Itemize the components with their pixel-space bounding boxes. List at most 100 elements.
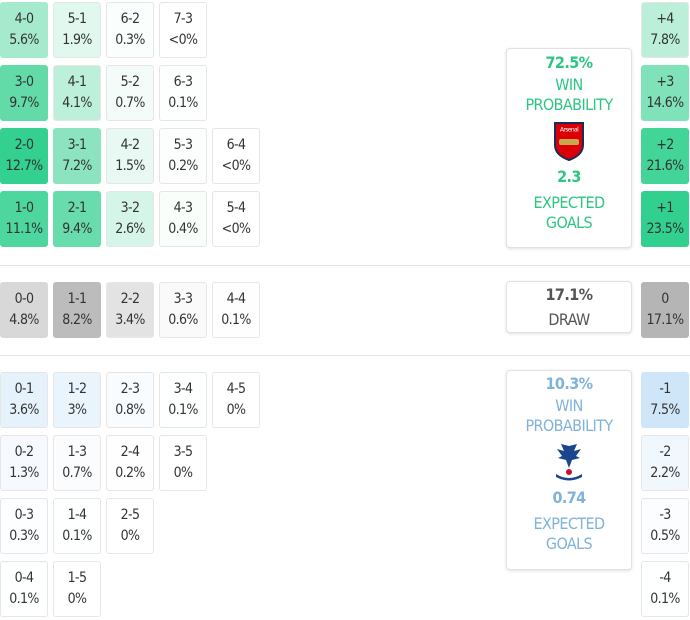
probability: 0.6% xyxy=(168,312,198,328)
scoreline: 1-4 xyxy=(67,507,87,523)
scoreline: 4-0 xyxy=(14,11,34,27)
goals-label: GOALS xyxy=(545,534,593,553)
away-scoreline-cell: 1-2 3% xyxy=(53,372,101,428)
home-scoreline-cell: 2-0 12.7% xyxy=(0,128,48,184)
home-scoreline-cell: 4-3 0.4% xyxy=(159,191,207,247)
scoreline: 4-3 xyxy=(173,200,193,216)
scoreline: 5-2 xyxy=(120,74,140,90)
probability: 0.1% xyxy=(9,591,39,607)
scoreline: 7-3 xyxy=(173,11,193,27)
probability: 8.2% xyxy=(62,312,92,328)
away-scoreline-cell: 1-4 0.1% xyxy=(53,498,101,554)
scoreline: 2-4 xyxy=(120,444,140,460)
scoreline: 4-2 xyxy=(120,137,140,153)
win-label: WIN xyxy=(555,75,583,94)
probability: 0.5% xyxy=(650,528,680,544)
scoreline: 6-3 xyxy=(173,74,193,90)
away-scoreline-cell: 0-1 3.6% xyxy=(0,372,48,428)
svg-text:Arsenal: Arsenal xyxy=(560,127,579,134)
scoreline: -3 xyxy=(659,507,671,523)
draw-scoreline-cell: 1-1 8.2% xyxy=(53,282,101,338)
away-summary-card: 10.3% WIN PROBABILITY 0.74 EXPECTED GOAL… xyxy=(506,370,632,570)
scoreline: 0-0 xyxy=(14,291,34,307)
probability: 4.8% xyxy=(9,312,39,328)
probability-label: PROBABILITY xyxy=(525,95,613,114)
crystal-palace-crest-icon xyxy=(556,444,582,481)
probability: 1.3% xyxy=(9,465,39,481)
scoreline: 0-1 xyxy=(14,381,34,397)
away-scoreline-cell: 2-3 0.8% xyxy=(106,372,154,428)
scoreline: 0-4 xyxy=(14,570,34,586)
probability: 3.6% xyxy=(9,402,39,418)
scoreline: 3-5 xyxy=(173,444,193,460)
probability: 2.2% xyxy=(650,465,680,481)
away-expected-goals: 0.74 xyxy=(552,488,586,507)
probability: <0% xyxy=(221,221,251,237)
draw-summary-card: 17.1% DRAW xyxy=(506,281,632,333)
probability: 3.4% xyxy=(115,312,145,328)
away-scoreline-cell: 0-4 0.1% xyxy=(0,561,48,617)
scoreline: -1 xyxy=(659,381,671,397)
divider xyxy=(0,265,690,266)
draw-scoreline-cell: 0 17.1% xyxy=(641,282,689,338)
home-scoreline-cell: 1-0 11.1% xyxy=(0,191,48,247)
away-win-probability: 10.3% xyxy=(545,374,594,393)
scoreline: 4-4 xyxy=(226,291,246,307)
scoreline: 1-3 xyxy=(67,444,87,460)
away-scoreline-cell: -3 0.5% xyxy=(641,498,689,554)
scoreline: 2-3 xyxy=(120,381,140,397)
probability: 0% xyxy=(120,528,140,544)
scoreline: 0-3 xyxy=(14,507,34,523)
away-scoreline-cell: 1-3 0.7% xyxy=(53,435,101,491)
probability: 7.2% xyxy=(62,158,92,174)
home-win-probability: 72.5% xyxy=(545,53,594,72)
probability: 5.6% xyxy=(9,32,39,48)
home-expected-goals: 2.3 xyxy=(557,167,581,186)
home-scoreline-cell: 2-1 9.4% xyxy=(53,191,101,247)
divider xyxy=(0,355,690,356)
home-scoreline-cell: 5-4 <0% xyxy=(212,191,260,247)
probability: 0.4% xyxy=(168,221,198,237)
scoreline: 1-2 xyxy=(67,381,87,397)
probability: 0.1% xyxy=(650,591,680,607)
probability: 0% xyxy=(67,591,87,607)
home-scoreline-cell: +4 7.8% xyxy=(641,2,689,58)
draw-scoreline-cell: 3-3 0.6% xyxy=(159,282,207,338)
probability: 0.8% xyxy=(115,402,145,418)
home-scoreline-cell: 7-3 <0% xyxy=(159,2,207,58)
scoreline: 2-2 xyxy=(120,291,140,307)
scoreline: 3-4 xyxy=(173,381,193,397)
scoreline: 4-1 xyxy=(67,74,87,90)
probability: 23.5% xyxy=(646,221,684,237)
home-scoreline-cell: 4-2 1.5% xyxy=(106,128,154,184)
away-scoreline-cell: 0-2 1.3% xyxy=(0,435,48,491)
scoreline: 4-5 xyxy=(226,381,246,397)
expected-label: EXPECTED xyxy=(533,193,606,212)
scoreline: 2-0 xyxy=(14,137,34,153)
probability: 0% xyxy=(226,402,246,418)
probability: 1.5% xyxy=(115,158,145,174)
away-scoreline-cell: -2 2.2% xyxy=(641,435,689,491)
away-scoreline-cell: -4 0.1% xyxy=(641,561,689,617)
scoreline: -4 xyxy=(659,570,671,586)
home-scoreline-cell: +1 23.5% xyxy=(641,191,689,247)
probability: 0.3% xyxy=(9,528,39,544)
arsenal-crest-icon: Arsenal xyxy=(554,122,584,161)
scoreline: 3-2 xyxy=(120,200,140,216)
scoreline: 5-4 xyxy=(226,200,246,216)
home-scoreline-cell: 6-3 0.1% xyxy=(159,65,207,121)
away-scoreline-cell: 3-5 0% xyxy=(159,435,207,491)
home-scoreline-cell: 4-1 4.1% xyxy=(53,65,101,121)
away-scoreline-cell: 0-3 0.3% xyxy=(0,498,48,554)
probability: 0.2% xyxy=(115,465,145,481)
probability: 21.6% xyxy=(646,158,684,174)
home-scoreline-cell: 3-1 7.2% xyxy=(53,128,101,184)
home-scoreline-cell: 6-2 0.3% xyxy=(106,2,154,58)
scoreline: 0 xyxy=(661,291,669,307)
probability: 7.8% xyxy=(650,32,680,48)
probability: 14.6% xyxy=(646,95,684,111)
away-scoreline-cell: 3-4 0.1% xyxy=(159,372,207,428)
probability: 9.7% xyxy=(9,95,39,111)
probability: 4.1% xyxy=(62,95,92,111)
home-scoreline-cell: 5-2 0.7% xyxy=(106,65,154,121)
